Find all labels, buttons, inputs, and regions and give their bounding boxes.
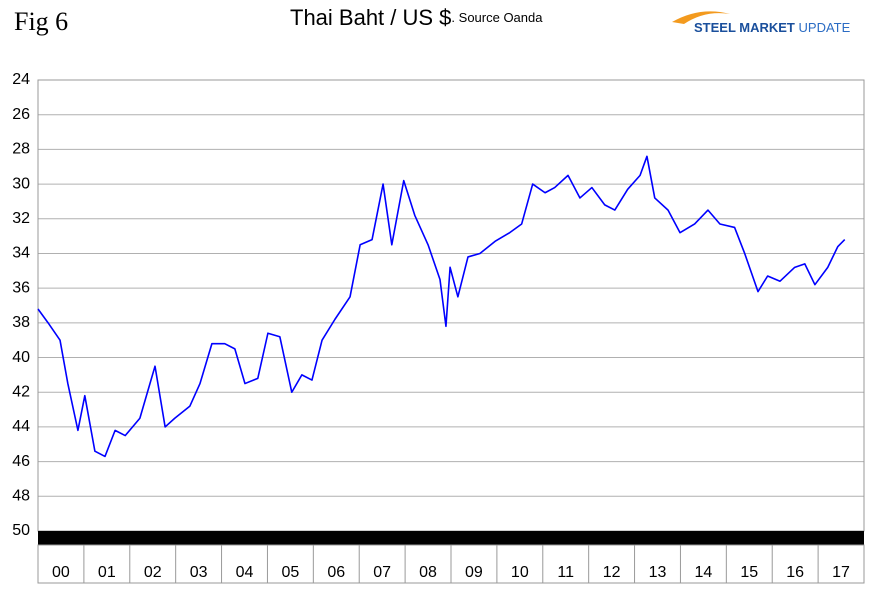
- x-tick-label: 04: [236, 564, 254, 581]
- x-tick-label: 17: [832, 564, 850, 581]
- y-tick-label: 42: [12, 383, 30, 400]
- logo-swoosh: [672, 11, 730, 24]
- x-tick-label: 12: [603, 564, 621, 581]
- x-tick-label: 09: [465, 564, 483, 581]
- logo-strong: STEEL MARKET: [694, 20, 795, 35]
- x-tick-label: 06: [327, 564, 345, 581]
- logo-text: STEEL MARKET UPDATE: [694, 20, 851, 35]
- x-tick-label: 02: [144, 564, 162, 581]
- chart-title: Thai Baht / US $. Source Oanda: [290, 5, 543, 30]
- subtitle: . Source Oanda: [451, 10, 543, 25]
- y-tick-label: 48: [12, 488, 30, 505]
- x-tick-label: 11: [557, 564, 574, 581]
- logo-light: UPDATE: [799, 20, 851, 35]
- x-tick-label: 01: [98, 564, 116, 581]
- y-tick-label: 28: [12, 141, 30, 158]
- x-tick-label: 16: [786, 564, 804, 581]
- y-tick-label: 36: [12, 279, 30, 296]
- y-tick-label: 24: [12, 71, 30, 88]
- axis-band: [38, 531, 864, 545]
- x-tick-label: 07: [373, 564, 391, 581]
- y-tick-label: 34: [12, 245, 30, 262]
- x-tick-label: 00: [52, 564, 70, 581]
- x-tick-label: 08: [419, 564, 437, 581]
- data-line: [37, 155, 846, 458]
- title: Thai Baht / US $: [290, 5, 451, 30]
- y-tick-label: 30: [12, 175, 30, 192]
- series: [37, 155, 846, 458]
- x-tick-label: 10: [511, 564, 529, 581]
- y-tick-label: 38: [12, 314, 30, 331]
- grid: 24 26 28 30 32 34 36 38 40 42 44 46 48 50: [12, 71, 864, 539]
- x-tick-label: 13: [649, 564, 667, 581]
- x-tick-label: 15: [740, 564, 758, 581]
- category-axis: 00 01 02 03 04 05 06 07 08 09 10 11 12 13 14 15 16 17: [52, 545, 850, 583]
- y-tick-label: 32: [12, 210, 30, 227]
- x-tick-label: 14: [694, 564, 712, 581]
- y-tick-label: 26: [12, 106, 30, 123]
- y-tick-label: 40: [12, 349, 30, 366]
- y-tick-label: 44: [12, 418, 30, 435]
- y-tick-label: 50: [12, 522, 30, 539]
- logo: STEEL MARKET UPDATE: [672, 11, 851, 35]
- x-tick-label: 05: [281, 564, 299, 581]
- figure-label: Fig 6: [14, 7, 68, 36]
- y-tick-label: 46: [12, 453, 30, 470]
- x-tick-label: 03: [190, 564, 208, 581]
- plot-frame: [37, 79, 865, 532]
